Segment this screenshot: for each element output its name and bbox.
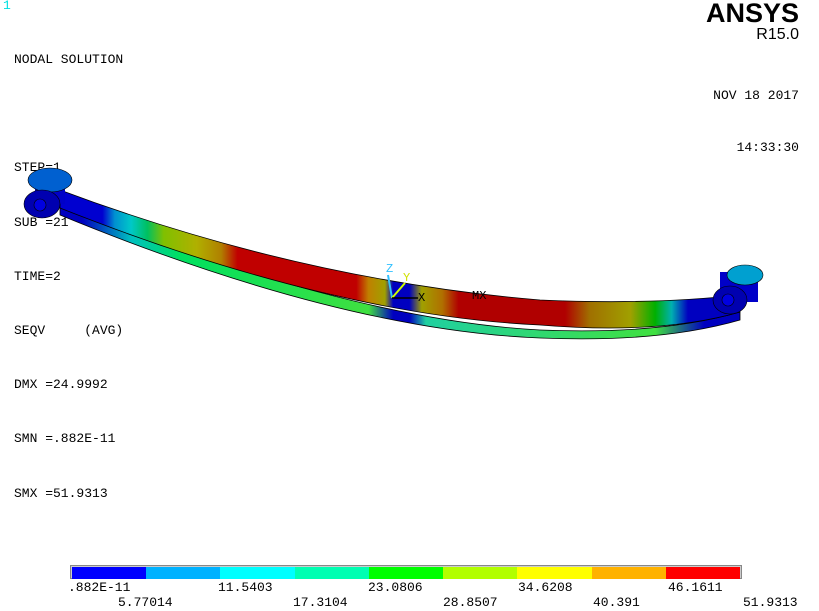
- window-number: 1: [3, 0, 11, 13]
- legend-swatch: [368, 567, 444, 579]
- leaf-spring-contour-plot: Z Y X MX: [23, 167, 764, 340]
- triad-z-label: Z: [386, 262, 393, 276]
- legend-swatch: [294, 567, 369, 579]
- legend-label: 11.5403: [218, 580, 273, 595]
- legend-label: 23.0806: [368, 580, 423, 595]
- legend-label: 40.391: [593, 595, 640, 610]
- legend-label: 28.8507: [443, 595, 498, 610]
- legend-label: 17.3104: [293, 595, 348, 610]
- legend-label: 46.1611: [668, 580, 723, 595]
- info-line: SEQV (AVG): [14, 323, 124, 339]
- legend-swatch: [591, 567, 666, 579]
- info-line: DMX =24.9992: [14, 377, 108, 393]
- info-line: NODAL SOLUTION: [14, 52, 124, 67]
- coordinate-triad: Z Y X: [386, 262, 425, 305]
- legend-swatch: [72, 567, 147, 579]
- legend-label: 51.9313: [743, 595, 798, 610]
- triad-x-label: X: [418, 291, 425, 305]
- info-line: SUB =21: [14, 214, 69, 230]
- info-line: SMN =.882E-11: [14, 431, 116, 447]
- ansys-logo: ANSYS: [705, 0, 799, 28]
- right-eye: [712, 264, 764, 315]
- info-line: SMX =51.9313: [14, 485, 108, 501]
- legend-swatch: [665, 567, 740, 579]
- max-marker: MX: [472, 289, 486, 303]
- triad-y-label: Y: [403, 271, 410, 285]
- legend-swatch: [517, 567, 592, 579]
- timestamp: NOV 18 2017 14:33:30: [713, 52, 799, 192]
- legend-label: 5.77014: [118, 595, 173, 610]
- legend-swatch: [220, 567, 295, 579]
- contour-legend-bar: [70, 565, 742, 579]
- version-label: R15.0: [756, 26, 799, 43]
- info-line: TIME=2: [14, 268, 61, 284]
- date-label: NOV 18 2017: [713, 88, 799, 103]
- legend-label: .882E-11: [68, 580, 131, 595]
- time-label: 14:33:30: [736, 140, 799, 155]
- legend-label: 34.6208: [518, 580, 573, 595]
- legend-swatch: [443, 567, 518, 579]
- spring-leaves: [59, 189, 741, 340]
- left-eye: [23, 167, 73, 219]
- legend-swatch: [146, 567, 221, 579]
